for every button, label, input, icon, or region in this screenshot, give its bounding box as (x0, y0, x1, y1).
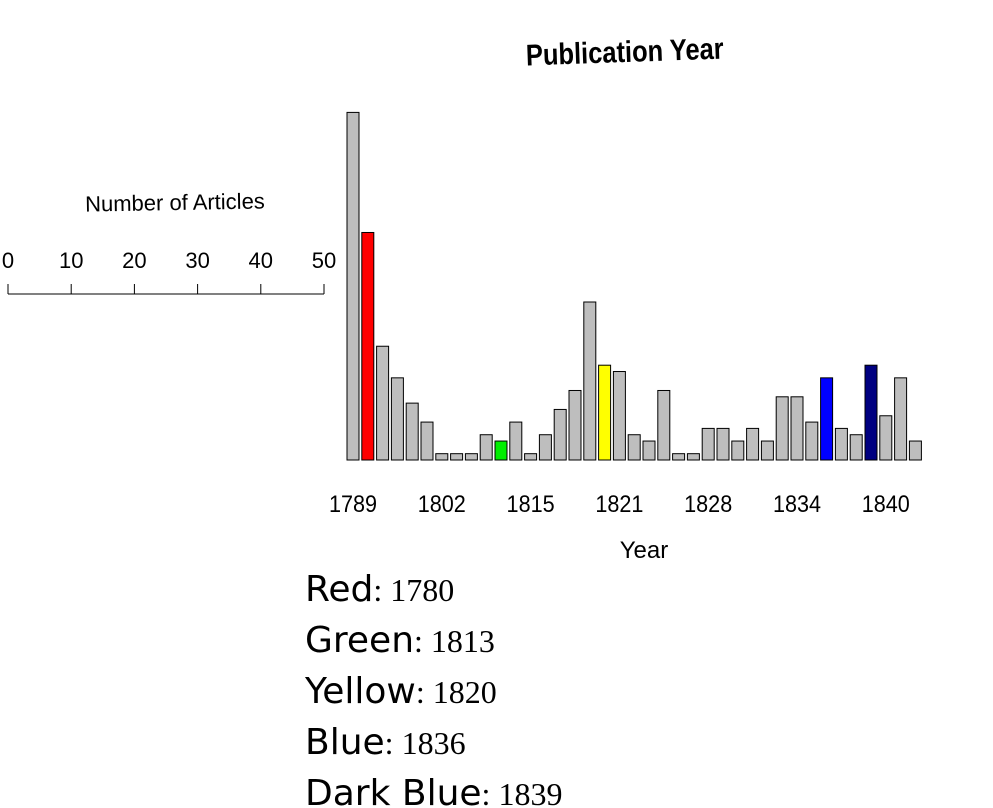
legend-text: : 1780 (373, 572, 454, 608)
bar (479, 434, 493, 461)
bar (849, 434, 863, 461)
bar (627, 434, 641, 461)
scale-tick-label: 10 (59, 248, 83, 273)
legend-label: Yellow (304, 671, 416, 712)
bar (672, 453, 686, 461)
bar (760, 440, 774, 461)
bar (583, 301, 597, 461)
legend-entry: Yellow: 1820 (304, 671, 497, 712)
legend-text: : 1813 (414, 623, 495, 659)
bar (538, 434, 552, 461)
bar (731, 440, 745, 461)
scale-tick-label: 40 (249, 248, 273, 273)
bar (376, 345, 390, 461)
bar (361, 231, 375, 461)
bar (790, 396, 804, 461)
bar (553, 408, 567, 461)
bar (509, 421, 523, 461)
x-tick-label: 1840 (862, 490, 910, 517)
bar (894, 377, 908, 461)
legend-entry: Blue: 1836 (305, 722, 466, 763)
bar (405, 402, 419, 461)
x-tick-label: 1828 (684, 490, 732, 517)
bar (879, 415, 893, 461)
bar (598, 364, 612, 461)
legend-label: Red (305, 569, 373, 610)
bar (420, 421, 434, 461)
legend-text: : 1836 (385, 725, 466, 761)
bar (864, 364, 878, 461)
scale-tick-label: 50 (312, 248, 336, 273)
bar (612, 371, 626, 461)
legend-entry: Red: 1780 (305, 569, 454, 610)
bar (908, 440, 922, 461)
chart-title: Publication Year (525, 32, 724, 72)
bar (464, 453, 478, 461)
legend-label: Dark Blue (305, 773, 482, 808)
bar (686, 453, 700, 461)
bar (642, 440, 656, 461)
bar (494, 440, 508, 461)
legend-label: Green (305, 620, 414, 661)
legend-label: Blue (305, 722, 385, 763)
bar (820, 377, 834, 461)
bar (701, 427, 715, 461)
legend-entry: Green: 1813 (305, 620, 495, 661)
bar (657, 389, 671, 461)
bar (805, 421, 819, 461)
bar (346, 111, 360, 461)
x-tick-label: 1815 (507, 490, 555, 517)
x-tick-label: 1821 (595, 490, 643, 517)
scale-tick-label: 0 (2, 248, 14, 273)
bar (524, 453, 538, 461)
x-tick-label: 1789 (329, 490, 377, 517)
bar (390, 377, 404, 461)
bar (716, 427, 730, 461)
bar (775, 396, 789, 461)
x-axis-title: Year (620, 537, 669, 564)
bar (450, 453, 464, 461)
legend-entry: Dark Blue: 1839 (305, 773, 562, 808)
bar (746, 427, 760, 461)
bar (834, 427, 848, 461)
legend-text: : 1839 (482, 776, 563, 808)
x-tick-label: 1834 (773, 490, 821, 517)
scale-title: Number of Articles (85, 188, 265, 216)
scale-tick-label: 20 (122, 248, 146, 273)
legend-text: : 1820 (416, 674, 497, 710)
x-tick-label: 1802 (418, 490, 466, 517)
bar (435, 453, 449, 461)
bar (568, 389, 582, 461)
scale-tick-label: 30 (185, 248, 209, 273)
